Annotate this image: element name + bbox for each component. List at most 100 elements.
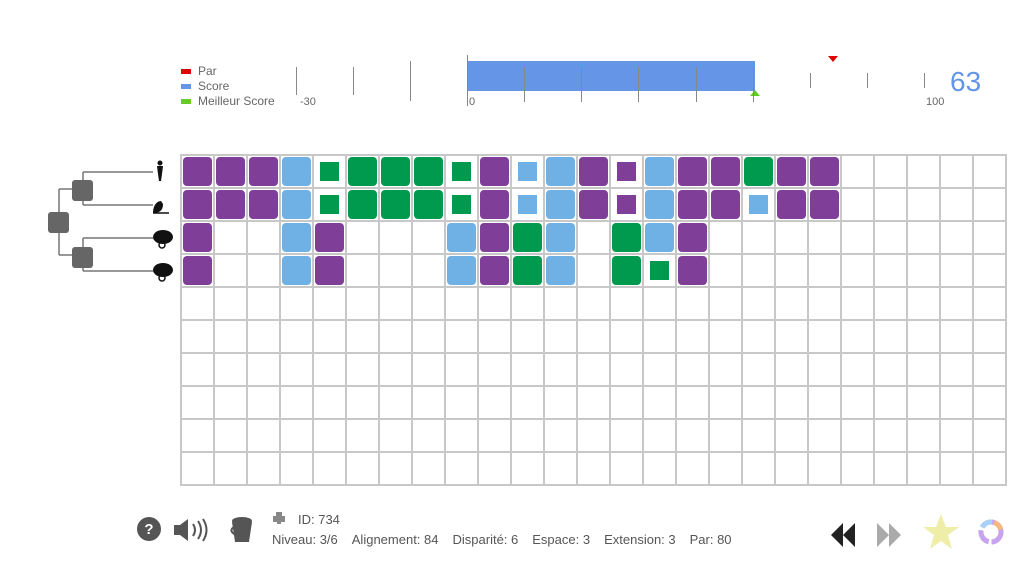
sound-icon[interactable]: [172, 517, 208, 548]
grid-cell[interactable]: [941, 288, 974, 321]
grid-cell[interactable]: [776, 387, 809, 420]
blue-nucleotide-block[interactable]: [546, 157, 575, 186]
grid-cell[interactable]: [446, 354, 479, 387]
blue-nucleotide-block[interactable]: [546, 190, 575, 219]
grid-cell[interactable]: [578, 387, 611, 420]
grid-cell[interactable]: [413, 189, 446, 222]
grid-cell[interactable]: [941, 222, 974, 255]
grid-cell[interactable]: [413, 156, 446, 189]
purple-nucleotide-block[interactable]: [183, 223, 212, 252]
grid-cell[interactable]: [314, 453, 347, 486]
grid-cell[interactable]: [281, 222, 314, 255]
grid-cell[interactable]: [512, 354, 545, 387]
blue-nucleotide-block[interactable]: [282, 223, 311, 252]
blue-nucleotide-block[interactable]: [546, 223, 575, 252]
grid-cell[interactable]: [908, 222, 941, 255]
grid-cell[interactable]: [182, 354, 215, 387]
grid-cell[interactable]: [545, 321, 578, 354]
grid-cell[interactable]: [512, 222, 545, 255]
blue-nucleotide-block[interactable]: [645, 223, 674, 252]
grid-cell[interactable]: [611, 156, 644, 189]
purple-nucleotide-block[interactable]: [617, 195, 636, 214]
grid-cell[interactable]: [413, 222, 446, 255]
grid-cell[interactable]: [578, 255, 611, 288]
grid-cell[interactable]: [545, 453, 578, 486]
grid-cell[interactable]: [545, 387, 578, 420]
grid-cell[interactable]: [974, 387, 1007, 420]
purple-nucleotide-block[interactable]: [216, 190, 245, 219]
grid-cell[interactable]: [578, 288, 611, 321]
grid-cell[interactable]: [545, 255, 578, 288]
grid-cell[interactable]: [644, 222, 677, 255]
grid-cell[interactable]: [611, 321, 644, 354]
grid-cell[interactable]: [182, 288, 215, 321]
grid-cell[interactable]: [941, 156, 974, 189]
green-nucleotide-block[interactable]: [513, 256, 542, 285]
grid-cell[interactable]: [974, 453, 1007, 486]
grid-cell[interactable]: [413, 420, 446, 453]
grid-cell[interactable]: [875, 321, 908, 354]
grid-cell[interactable]: [446, 222, 479, 255]
grid-cell[interactable]: [974, 288, 1007, 321]
grid-cell[interactable]: [347, 255, 380, 288]
grid-cell[interactable]: [710, 354, 743, 387]
purple-nucleotide-block[interactable]: [249, 190, 278, 219]
grid-cell[interactable]: [875, 222, 908, 255]
grid-cell[interactable]: [479, 288, 512, 321]
grid-cell[interactable]: [743, 321, 776, 354]
grid-cell[interactable]: [380, 387, 413, 420]
grid-cell[interactable]: [710, 420, 743, 453]
grid-cell[interactable]: [875, 453, 908, 486]
grid-cell[interactable]: [677, 354, 710, 387]
grid-cell[interactable]: [281, 420, 314, 453]
grid-cell[interactable]: [908, 288, 941, 321]
green-nucleotide-block[interactable]: [513, 223, 542, 252]
grid-cell[interactable]: [314, 420, 347, 453]
grid-cell[interactable]: [413, 387, 446, 420]
grid-cell[interactable]: [578, 189, 611, 222]
grid-cell[interactable]: [743, 354, 776, 387]
grid-cell[interactable]: [314, 255, 347, 288]
grid-cell[interactable]: [644, 156, 677, 189]
grid-cell[interactable]: [809, 453, 842, 486]
grid-cell[interactable]: [281, 321, 314, 354]
grid-cell[interactable]: [347, 453, 380, 486]
grid-cell[interactable]: [743, 255, 776, 288]
grid-cell[interactable]: [908, 156, 941, 189]
grid-cell[interactable]: [941, 189, 974, 222]
grid-cell[interactable]: [578, 321, 611, 354]
grid-cell[interactable]: [743, 420, 776, 453]
grid-cell[interactable]: [710, 453, 743, 486]
grid-cell[interactable]: [281, 354, 314, 387]
grid-cell[interactable]: [941, 354, 974, 387]
grid-cell[interactable]: [281, 453, 314, 486]
grid-cell[interactable]: [545, 354, 578, 387]
grid-cell[interactable]: [545, 156, 578, 189]
grid-cell[interactable]: [413, 453, 446, 486]
green-nucleotide-block[interactable]: [414, 157, 443, 186]
purple-nucleotide-block[interactable]: [216, 157, 245, 186]
grid-cell[interactable]: [941, 453, 974, 486]
purple-nucleotide-block[interactable]: [810, 190, 839, 219]
grid-cell[interactable]: [974, 321, 1007, 354]
grid-cell[interactable]: [677, 321, 710, 354]
grid-cell[interactable]: [644, 354, 677, 387]
grid-cell[interactable]: [347, 387, 380, 420]
grid-cell[interactable]: [710, 222, 743, 255]
grid-cell[interactable]: [413, 354, 446, 387]
grid-cell[interactable]: [512, 288, 545, 321]
grid-cell[interactable]: [479, 156, 512, 189]
grid-cell[interactable]: [248, 189, 281, 222]
grid-cell[interactable]: [842, 189, 875, 222]
grid-cell[interactable]: [512, 321, 545, 354]
grid-cell[interactable]: [479, 222, 512, 255]
grid-cell[interactable]: [842, 288, 875, 321]
grid-cell[interactable]: [677, 189, 710, 222]
grid-cell[interactable]: [908, 321, 941, 354]
grid-cell[interactable]: [842, 321, 875, 354]
alignment-grid[interactable]: [180, 154, 1007, 486]
grid-cell[interactable]: [611, 288, 644, 321]
grid-cell[interactable]: [347, 189, 380, 222]
grid-cell[interactable]: [644, 420, 677, 453]
grid-cell[interactable]: [842, 156, 875, 189]
